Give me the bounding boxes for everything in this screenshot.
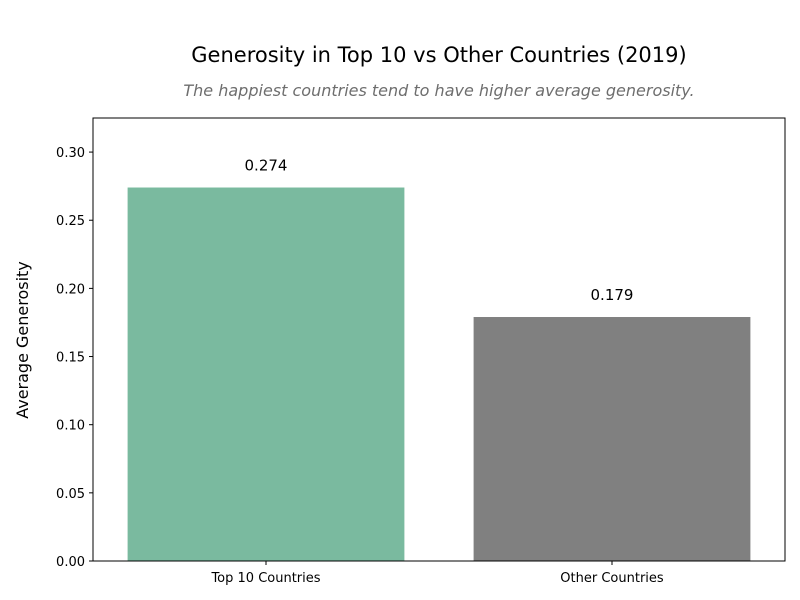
bar-0 (127, 187, 405, 562)
x-tick-label-1: Other Countries (560, 571, 664, 586)
y-tick-label-0: 0.00 (56, 555, 85, 570)
x-tick-label-0: Top 10 Countries (210, 571, 320, 586)
data-label-1: 0.179 (591, 286, 634, 304)
chart-title: Generosity in Top 10 vs Other Countries … (191, 43, 686, 67)
y-tick-label-5: 0.25 (56, 214, 85, 229)
y-tick-label-2: 0.10 (56, 419, 85, 434)
plot-area: 0.274 Top 10 Countries 0.179 Other Countrie… (56, 117, 786, 586)
y-tick-label-3: 0.15 (56, 351, 85, 366)
bar-1 (473, 317, 751, 561)
y-tick-label-4: 0.20 (56, 282, 85, 297)
data-label-0: 0.274 (245, 157, 288, 175)
chart-subtitle: The happiest countries tend to have high… (183, 81, 694, 100)
axes-frame (92, 117, 786, 562)
y-axis-label: Average Generosity (13, 261, 32, 419)
y-tick-label-1: 0.05 (56, 487, 85, 502)
y-tick-label-6: 0.30 (56, 146, 85, 161)
